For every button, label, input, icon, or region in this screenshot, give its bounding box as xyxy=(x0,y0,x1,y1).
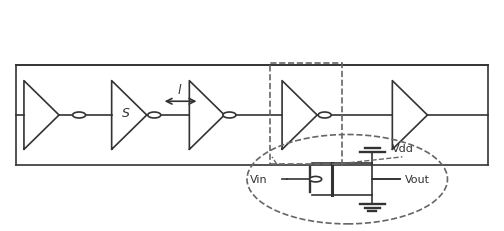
Text: S: S xyxy=(122,107,130,120)
Text: l: l xyxy=(177,84,181,97)
Text: Vin: Vin xyxy=(249,174,267,184)
Circle shape xyxy=(309,177,322,182)
Text: Vdd: Vdd xyxy=(392,144,414,154)
Circle shape xyxy=(148,112,161,119)
Circle shape xyxy=(73,112,86,119)
Text: Vout: Vout xyxy=(405,174,430,184)
Circle shape xyxy=(318,112,331,119)
Circle shape xyxy=(223,112,236,119)
